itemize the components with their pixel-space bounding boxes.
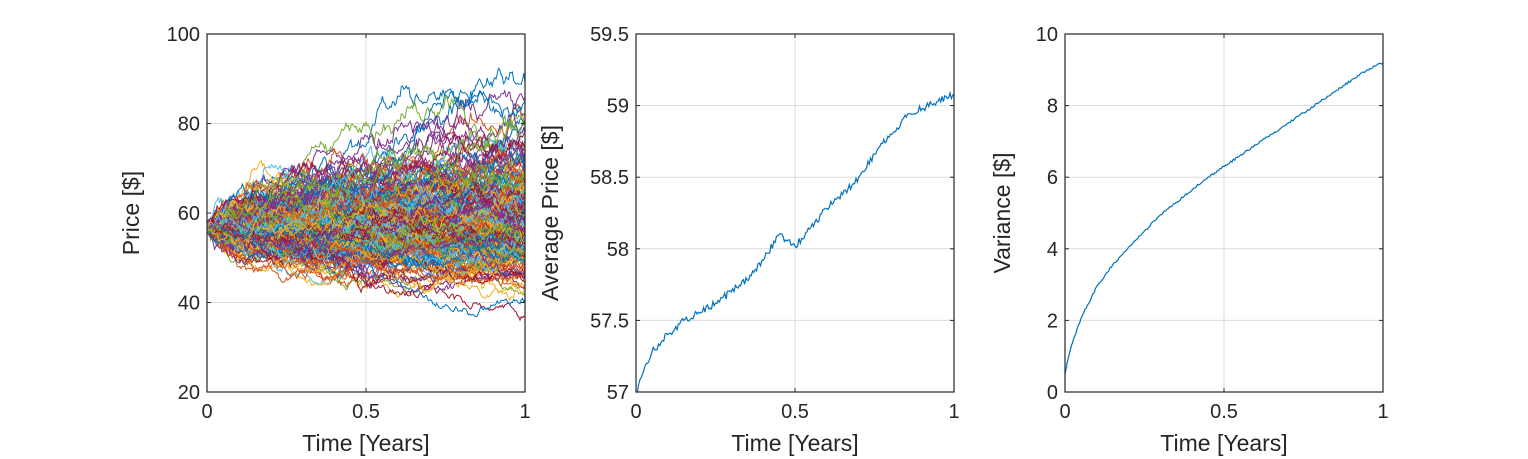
x-axis-label: Time [Years] (1160, 430, 1287, 456)
y-tick-label: 2 (1047, 310, 1058, 332)
y-tick-label: 0 (1047, 382, 1058, 404)
price-path (207, 223, 525, 270)
ticks: 0 0.5 1 57 57.5 58 58.5 59 59.5 (590, 24, 960, 423)
x-tick-label: 0.5 (352, 401, 380, 423)
y-axis-label: Variance [$] (989, 152, 1015, 273)
price-path (207, 225, 525, 271)
series-line (1064, 62, 1384, 375)
price-path (207, 211, 525, 249)
price-path (207, 144, 525, 232)
ticks: 0 0.5 1 20 40 60 80 100 (167, 24, 531, 423)
x-axis-label: Time [Years] (731, 430, 858, 456)
y-tick-label: 59.5 (590, 24, 629, 46)
series-line (636, 90, 955, 393)
y-tick-label: 80 (178, 114, 200, 136)
price-path (207, 208, 525, 250)
price-paths (207, 67, 525, 322)
x-tick-label: 1 (519, 401, 530, 423)
price-path (207, 189, 525, 253)
y-tick-label: 100 (167, 24, 200, 46)
x-tick-label: 1 (1377, 401, 1388, 423)
y-tick-label: 20 (178, 382, 200, 404)
y-tick-label: 57 (607, 382, 629, 404)
y-tick-label: 4 (1047, 239, 1058, 261)
price-path (207, 194, 525, 249)
y-tick-label: 40 (178, 293, 200, 315)
variance-series (1064, 62, 1384, 375)
price-paths-chart: 0 0.5 1 20 40 60 80 100 Time [Years] Price [$] (118, 24, 531, 456)
y-tick-label: 57.5 (590, 310, 629, 332)
x-tick-label: 1 (948, 401, 959, 423)
price-path (207, 195, 525, 246)
y-axis-label: Average Price [$] (537, 125, 563, 301)
x-tick-label: 0 (201, 401, 212, 423)
price-path (207, 88, 525, 252)
y-tick-label: 60 (178, 203, 200, 225)
price-path (207, 204, 525, 267)
x-axis-label: Time [Years] (302, 430, 429, 456)
x-tick-label: 0.5 (781, 401, 809, 423)
x-tick-label: 0.5 (1210, 401, 1238, 423)
price-path (207, 227, 525, 287)
price-path (207, 200, 525, 247)
y-tick-label: 59 (607, 96, 629, 118)
price-path (207, 218, 525, 290)
average-price-series (636, 90, 955, 393)
y-axis-label: Price [$] (118, 171, 144, 255)
price-path (207, 110, 525, 232)
average-price-chart: 0 0.5 1 57 57.5 58 58.5 59 59.5 Time [Years] Ave… (537, 24, 960, 456)
x-tick-label: 0 (630, 401, 641, 423)
y-tick-label: 8 (1047, 96, 1058, 118)
y-tick-label: 58.5 (590, 167, 629, 189)
price-path (207, 115, 525, 230)
price-path (207, 207, 525, 261)
y-tick-label: 6 (1047, 167, 1058, 189)
y-tick-label: 58 (607, 239, 629, 261)
y-tick-label: 10 (1036, 24, 1058, 46)
x-tick-label: 0 (1059, 401, 1070, 423)
